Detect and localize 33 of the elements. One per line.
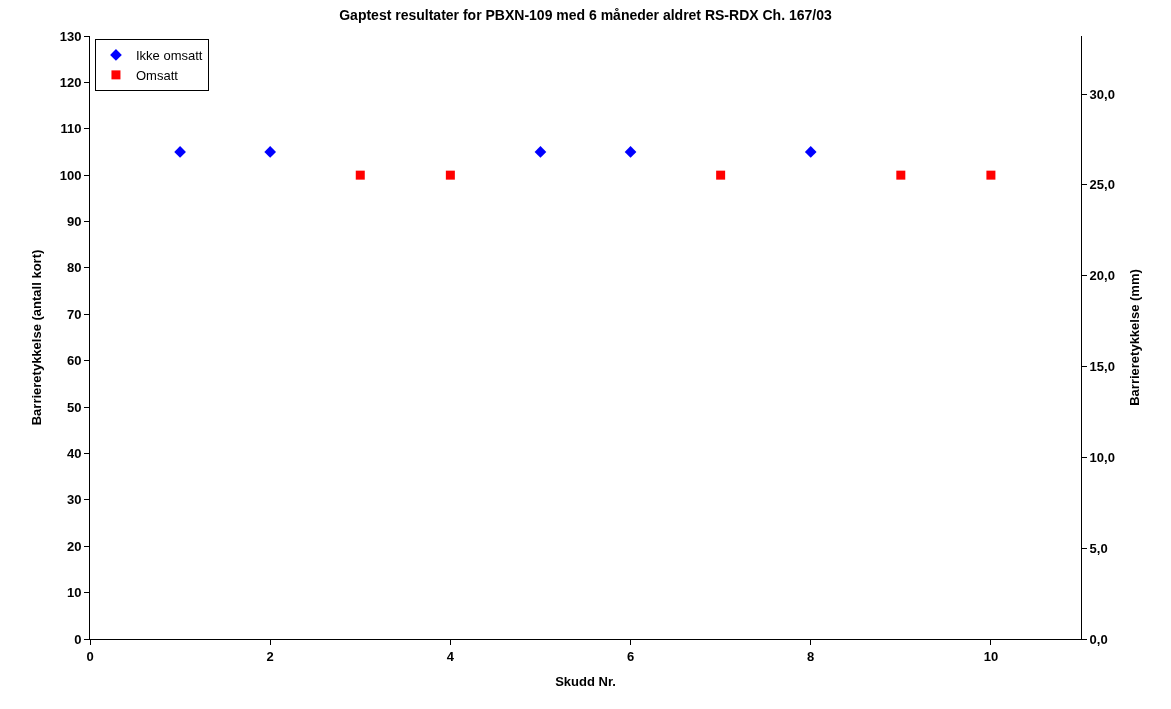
y-tick-label: 130 [59,28,82,44]
y2-tick-label: 20,0 [1089,268,1115,284]
legend-label: Ikke omsatt [135,48,203,64]
y2-tick-label: 10,0 [1089,449,1115,465]
x-tick-label: 10 [983,648,999,664]
y-axis-title: Barrieretykkelse (antall kort) [28,249,44,426]
x-axis-title: Skudd Nr. [555,674,616,690]
y-tick-label: 30 [66,492,82,508]
y-tick-label: 40 [66,446,82,462]
legend-label: Omsatt [135,67,179,83]
y-tick-label: 0 [74,631,82,647]
y-tick-label: 80 [66,260,82,276]
x-tick-label: 0 [86,648,94,664]
y-tick-label: 120 [59,74,82,90]
y-tick-label: 70 [66,306,82,322]
y-tick-label: 90 [66,214,82,230]
y2-tick-label: 15,0 [1089,359,1115,375]
y-tick-label: 50 [66,399,82,415]
y-tick-label: 100 [59,167,82,183]
x-tick-label: 8 [807,648,815,664]
y2-axis-title: Barrieretykkelse (mm) [1126,269,1142,406]
x-tick-label: 4 [446,648,455,664]
y2-tick-label: 25,0 [1089,177,1115,193]
x-tick-label: 6 [626,648,635,664]
chart-title: Gaptest resultater for PBXN-109 med 6 måneder aldret RS-RDX Ch. 167/03 [339,7,832,24]
y2-tick-label: 0,0 [1089,631,1108,647]
y2-tick-label: 5,0 [1089,540,1108,556]
y-tick-label: 20 [66,538,82,554]
y-tick-label: 10 [66,585,82,601]
y-tick-label: 110 [60,121,82,137]
y2-tick-label: 30,0 [1089,86,1115,102]
y-tick-label: 60 [66,353,82,369]
x-tick-label: 2 [266,648,274,664]
